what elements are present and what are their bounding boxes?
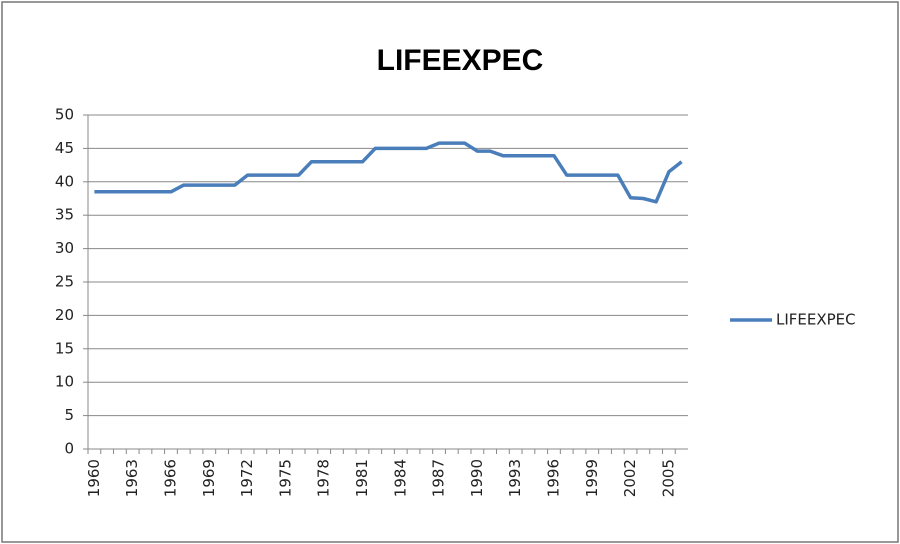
y-tick-label: 10 [55, 373, 74, 391]
y-tick-label: 20 [55, 306, 74, 324]
y-tick-label: 35 [55, 206, 74, 224]
x-tick-label: 1966 [161, 459, 179, 497]
x-tick-label: 1969 [200, 459, 218, 497]
x-tick-label: 1981 [353, 459, 371, 497]
y-tick-label: 25 [55, 273, 74, 291]
y-tick-label: 50 [55, 106, 74, 124]
chart-title: LIFEEXPEC [377, 44, 544, 77]
x-tick-label: 1993 [506, 459, 524, 497]
x-tick-label: 2002 [621, 459, 639, 497]
x-tick-label: 1978 [315, 459, 333, 497]
x-tick-label: 1996 [544, 459, 562, 497]
y-tick-label: 45 [55, 139, 74, 157]
x-tick-label: 1984 [391, 459, 409, 497]
x-tick-label: 1963 [123, 459, 141, 497]
y-tick-label: 15 [55, 339, 74, 357]
x-tick-label: 1990 [468, 459, 486, 497]
series-line [94, 141, 683, 204]
x-tick-label: 1972 [238, 459, 256, 497]
x-tick-label: 1975 [276, 459, 294, 497]
x-tick-label: 1999 [583, 459, 601, 497]
x-tick-label: 1987 [430, 459, 448, 497]
y-tick-label: 5 [64, 406, 74, 424]
x-tick-label: 1960 [85, 459, 103, 497]
x-tick-label: 2005 [659, 459, 677, 497]
legend-label: LIFEEXPEC [776, 311, 856, 329]
y-tick-label: 40 [55, 172, 74, 190]
y-tick-label: 0 [64, 440, 74, 458]
y-tick-label: 30 [55, 239, 74, 257]
